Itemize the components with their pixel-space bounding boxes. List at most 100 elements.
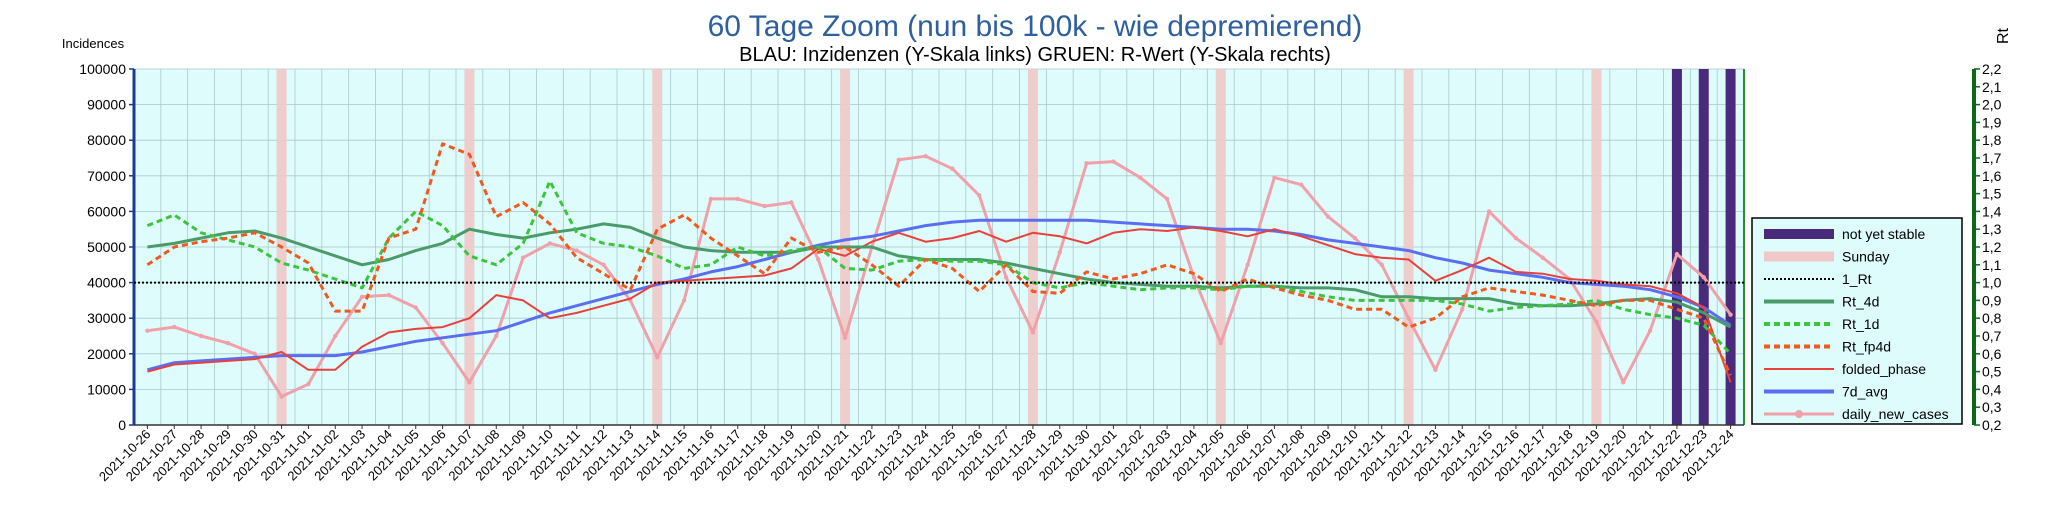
y-right-tick-label: 0,9	[1982, 292, 2002, 308]
data-point-daily_new_cases	[681, 298, 687, 303]
data-point-daily_new_cases	[655, 355, 660, 360]
series-line-daily_new_cases	[147, 154, 1732, 398]
y-right-tick-label: 1,6	[1982, 168, 2002, 184]
sunday-bar	[1027, 69, 1038, 425]
legend: not yet stable Sunday 1_Rt Rt_4d Rt_1d Rt_fp4…	[1751, 217, 1963, 425]
data-point-daily_new_cases	[1299, 182, 1304, 187]
y-left-tick-label: 50000	[87, 239, 126, 255]
data-point-daily_new_cases	[494, 333, 499, 339]
not-yet-stable-bar	[1698, 69, 1709, 425]
data-point-daily_new_cases	[1191, 275, 1197, 280]
data-point-daily_new_cases	[547, 241, 553, 246]
plot-area: 0 10000 20000 30000 40000 50000 60000 70000 8000…	[79, 61, 2001, 484]
sunday-bar	[464, 69, 475, 425]
series-line-folded_phase	[147, 226, 1732, 383]
legend-swatch	[1764, 229, 1834, 239]
y-left-tick-label: 60000	[87, 203, 126, 219]
data-point-daily_new_cases	[386, 292, 392, 298]
data-point-daily_new_cases	[1513, 235, 1519, 241]
y-left-tick-label: 90000	[87, 97, 126, 113]
legend-label: Sunday	[1842, 249, 1889, 265]
legend-label: daily_new_cases	[1842, 406, 1949, 422]
data-point-daily_new_cases	[1406, 316, 1411, 321]
y-left-tick-label: 100000	[79, 61, 126, 77]
legend-label: 7d_avg	[1842, 384, 1888, 400]
legend-marker	[1795, 410, 1803, 418]
data-point-daily_new_cases	[145, 328, 150, 333]
data-point-daily_new_cases	[1594, 319, 1599, 324]
y-right-tick-label: 2,1	[1982, 79, 2002, 95]
y-right-tick-label: 2,2	[1982, 61, 2002, 77]
data-point-daily_new_cases	[1164, 196, 1170, 202]
series-line-Rt_fp4d	[146, 142, 1732, 376]
y-left-tick-label: 10000	[87, 381, 126, 397]
y-right-tick-label: 0,4	[1982, 381, 2002, 397]
data-point-daily_new_cases	[1245, 262, 1250, 267]
data-point-daily_new_cases	[520, 255, 526, 260]
y-axis-right-label: Rt	[1995, 27, 2012, 44]
y-right-tick-label: 0,6	[1982, 346, 2002, 362]
data-point-daily_new_cases	[923, 154, 928, 159]
y-right-tick-label: 0,2	[1982, 417, 2002, 433]
y-right-tick-label: 1,4	[1982, 203, 2002, 219]
y-left-tick-label: 40000	[87, 275, 126, 291]
data-point-daily_new_cases	[279, 394, 284, 399]
data-point-daily_new_cases	[1325, 214, 1331, 219]
data-point-daily_new_cases	[1540, 255, 1545, 260]
y-axis-left-label: Incidences	[62, 36, 125, 51]
data-point-daily_new_cases	[842, 335, 848, 340]
y-right-tick-label: 1,5	[1982, 186, 2002, 202]
data-point-daily_new_cases	[172, 324, 177, 330]
y-right-tick-label: 0,7	[1982, 328, 2002, 344]
sunday-bar	[652, 69, 663, 425]
legend-label: Rt_fp4d	[1842, 339, 1891, 355]
y-left-tick-label: 20000	[87, 346, 126, 362]
not-yet-stable-bar	[1671, 69, 1682, 425]
series-line-7d_avg	[147, 218, 1732, 372]
data-point-daily_new_cases	[1728, 312, 1733, 317]
data-point-daily_new_cases	[1084, 161, 1089, 166]
data-point-daily_new_cases	[601, 262, 606, 267]
data-point-daily_new_cases	[708, 196, 714, 202]
y-right-tick-label: 1,2	[1982, 239, 2002, 255]
y-left-tick-label: 70000	[87, 168, 126, 184]
y-right-tick-label: 0,3	[1982, 399, 2002, 415]
data-point-daily_new_cases	[1674, 251, 1680, 257]
data-point-daily_new_cases	[1647, 328, 1653, 333]
y-right-tick-label: 1,1	[1982, 257, 2002, 273]
y-left-tick-label: 0	[118, 417, 126, 433]
data-point-daily_new_cases	[1352, 235, 1358, 241]
legend-label: Rt_4d	[1842, 294, 1879, 310]
data-point-daily_new_cases	[896, 157, 901, 162]
data-point-daily_new_cases	[1621, 380, 1626, 385]
data-point-daily_new_cases	[1701, 275, 1706, 280]
data-point-daily_new_cases	[440, 340, 445, 346]
y-right-tick-label: 1,3	[1982, 221, 2002, 237]
y-right-tick-label: 0,8	[1982, 310, 2002, 326]
data-point-daily_new_cases	[816, 257, 821, 262]
data-point-daily_new_cases	[1486, 209, 1492, 214]
data-point-daily_new_cases	[1003, 275, 1009, 280]
data-point-daily_new_cases	[735, 196, 740, 202]
data-point-daily_new_cases	[359, 294, 365, 300]
chart-subtitle: BLAU: Inzidenzen (Y-Skala links) GRUEN: …	[739, 44, 1331, 66]
data-point-daily_new_cases	[1218, 340, 1223, 346]
sunday-bar	[1591, 69, 1602, 425]
series-line-Rt_1d	[146, 179, 1732, 355]
data-point-daily_new_cases	[333, 333, 338, 339]
sunday-bar	[1215, 69, 1226, 425]
data-point-daily_new_cases	[306, 381, 311, 387]
y-right-tick-label: 1,0	[1982, 275, 2002, 291]
legend-label: not yet stable	[1842, 226, 1925, 242]
data-point-daily_new_cases	[977, 193, 982, 198]
data-point-daily_new_cases	[950, 166, 955, 171]
data-point-daily_new_cases	[1272, 175, 1277, 180]
not-yet-stable-bar	[1725, 69, 1736, 425]
legend-label: 1_Rt	[1842, 271, 1872, 287]
data-point-daily_new_cases	[198, 333, 204, 339]
data-point-daily_new_cases	[1379, 262, 1384, 267]
data-point-daily_new_cases	[1460, 307, 1465, 312]
data-point-daily_new_cases	[252, 351, 257, 356]
sunday-bar	[1403, 69, 1414, 425]
data-point-daily_new_cases	[1433, 367, 1438, 373]
